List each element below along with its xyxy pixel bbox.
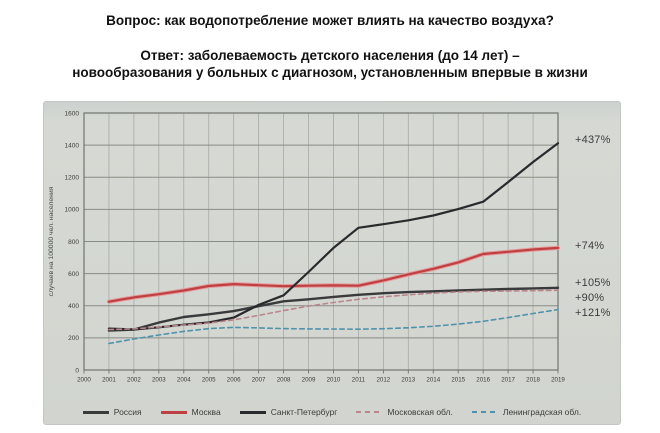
svg-text:2018: 2018 [526,377,540,384]
svg-text:2005: 2005 [202,377,216,384]
svg-text:2004: 2004 [177,377,191,384]
svg-text:2003: 2003 [152,377,166,384]
svg-text:2019: 2019 [551,377,565,384]
legend-dashed-swatch [471,410,498,414]
svg-text:2017: 2017 [501,377,515,384]
question-title: Вопрос: как водопотребление может влиять… [106,13,554,28]
legend-item-moscow-obl: Московская обл. [356,407,453,417]
answer-title-line2: новообразования у больных с диагнозом, у… [72,64,588,80]
answer-block: Ответ: заболеваемость детского населения… [0,48,660,81]
svg-text:2001: 2001 [102,377,116,384]
answer-title-line1: Ответ: заболеваемость детского населения… [140,48,520,63]
svg-text:2013: 2013 [401,377,415,384]
svg-text:2007: 2007 [252,377,266,384]
svg-text:1600: 1600 [65,110,80,117]
title-block: Вопрос: как водопотребление может влиять… [0,12,660,81]
legend-label: Ленинградская обл. [502,407,582,417]
legend-label: Москва [191,407,221,417]
svg-text:400: 400 [68,303,79,310]
svg-text:2015: 2015 [451,377,465,384]
svg-text:2002: 2002 [127,377,141,384]
svg-text:2012: 2012 [376,377,390,384]
chart-legend: Россия Москва Санкт-Петербург Московская… [44,407,620,417]
svg-text:1200: 1200 [65,175,80,182]
legend-item-moscow: Москва [160,407,221,417]
legend-item-leningrad-obl: Ленинградская обл. [471,407,582,417]
pct-change-label-spb: +437% [575,134,611,146]
legend-line-swatch [239,410,266,414]
svg-text:2011: 2011 [352,377,366,384]
svg-text:случаев на 100000 чел. населен: случаев на 100000 чел. населения [48,186,55,296]
svg-text:200: 200 [68,335,79,342]
svg-text:1000: 1000 [65,207,80,214]
legend-label: Московская обл. [387,407,453,417]
pct-change-label-moscow-obl: +90% [575,292,605,304]
svg-text:2014: 2014 [426,377,440,384]
svg-text:2016: 2016 [476,377,490,384]
chart-photo: 0 200 400 600 800 1000 1200 1400 1600 2000 2001 200… [43,101,621,425]
legend-dashed-swatch [356,410,383,414]
svg-text:600: 600 [68,271,79,278]
pct-change-label-leningrad-obl: +121% [575,307,611,319]
legend-item-spb: Санкт-Петербург [239,407,338,417]
svg-text:2000: 2000 [77,377,91,384]
pct-change-label-russia: +105% [575,277,611,289]
line-chart: 0 200 400 600 800 1000 1200 1400 1600 2000 2001 200… [48,110,565,384]
legend-line-swatch [160,410,187,414]
svg-text:2008: 2008 [277,377,291,384]
pct-change-label-moscow: +74% [575,240,605,252]
legend-label: Санкт-Петербург [270,407,338,417]
svg-text:800: 800 [68,239,79,246]
svg-text:1400: 1400 [65,142,80,149]
svg-text:2006: 2006 [227,377,241,384]
legend-label: Россия [113,407,142,417]
legend-item-russia: Россия [82,407,142,417]
svg-text:2010: 2010 [327,377,341,384]
svg-text:2009: 2009 [302,377,316,384]
svg-text:0: 0 [75,367,79,374]
legend-line-swatch [82,410,109,414]
